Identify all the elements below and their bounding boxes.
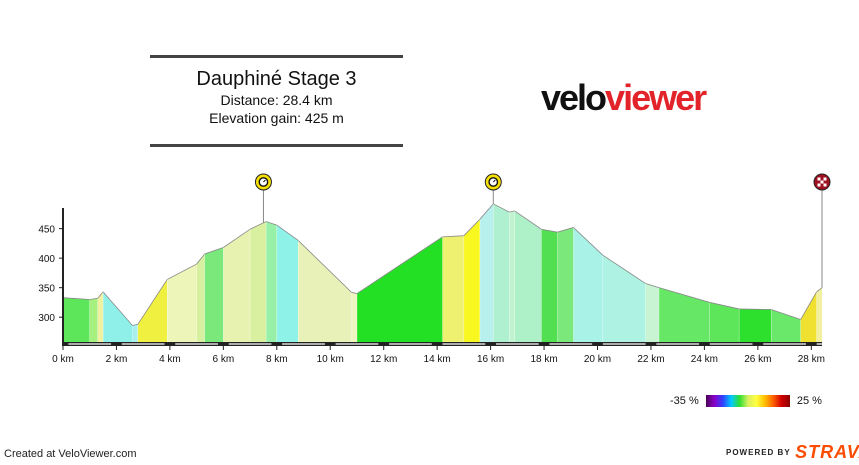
powered-by-strava[interactable]: POWERED BY STRAVA <box>726 442 859 463</box>
profile-segment <box>167 264 197 342</box>
profile-segment <box>800 291 817 342</box>
profile-segment <box>463 219 480 342</box>
legend-max-label: 25 % <box>796 395 822 407</box>
x-tick-label: 12 km <box>370 354 397 365</box>
x-tick-label: 0 km <box>52 354 74 365</box>
profile-segment <box>250 221 267 342</box>
x-tick-label: 4 km <box>159 354 181 365</box>
flag-check <box>817 177 821 181</box>
x-tick-label: 28 km <box>798 354 825 365</box>
logo-viewer: viewer <box>605 77 707 118</box>
flag-check <box>820 180 824 184</box>
y-tick-label: 350 <box>38 284 55 295</box>
profile-segment <box>223 229 251 342</box>
x-tick-label: 16 km <box>477 354 504 365</box>
profile-segment <box>479 203 494 342</box>
profile-segment <box>204 247 224 342</box>
profile-segment <box>196 254 205 342</box>
x-tick-label: 10 km <box>317 354 344 365</box>
profile-segment <box>509 210 515 342</box>
x-tick-label: 8 km <box>266 354 288 365</box>
x-tick-label: 26 km <box>744 354 771 365</box>
chart-title: Dauphiné Stage 3 <box>196 68 357 90</box>
stopwatch-hand <box>492 179 496 183</box>
flag-check <box>823 177 827 181</box>
stopwatch-face <box>258 177 269 187</box>
profile-segment <box>709 302 740 342</box>
profile-segment <box>137 279 168 342</box>
profile-segment <box>771 309 801 342</box>
profile-segment <box>541 229 558 342</box>
distance-label: Distance: 28.4 km <box>220 92 333 108</box>
legend-min-label: -35 % <box>670 395 699 407</box>
x-tick-label: 18 km <box>530 354 557 365</box>
profile-segment <box>266 221 277 342</box>
x-tick-label: 20 km <box>584 354 611 365</box>
y-tick-label: 400 <box>38 254 55 265</box>
profile-segment <box>602 255 646 342</box>
profile-segment <box>557 227 574 342</box>
x-tick-label: 2 km <box>106 354 128 365</box>
created-at-link[interactable]: Created at VeloViewer.com <box>4 448 137 460</box>
gradient-legend: -35 % 25 % <box>670 395 822 408</box>
profile-segment <box>276 225 299 342</box>
y-tick-label: 450 <box>38 225 55 236</box>
profile-segment <box>89 298 98 342</box>
x-tick-label: 6 km <box>213 354 235 365</box>
profile-segment <box>645 283 659 342</box>
stopwatch-hand <box>263 179 266 183</box>
profile-segment <box>739 308 772 342</box>
veloviewer-logo[interactable]: veloviewer <box>541 77 707 118</box>
profile-segment <box>816 287 822 342</box>
strava-logo: STRAVA <box>795 442 859 462</box>
y-tick-label: 300 <box>38 313 55 324</box>
flag-check <box>817 183 821 187</box>
profile-segment <box>356 236 443 342</box>
logo-velo: velo <box>541 77 607 118</box>
profile-segment <box>132 324 138 342</box>
profile-segment <box>658 287 710 342</box>
x-tick-label: 14 km <box>424 354 451 365</box>
profile-segment <box>103 291 133 342</box>
profile-segment <box>514 210 542 342</box>
profile-segment <box>298 240 352 342</box>
profile-outline <box>62 203 823 326</box>
profile-segment <box>63 297 90 342</box>
stopwatch-face <box>488 177 499 187</box>
powered-by-label: POWERED BY <box>726 448 791 457</box>
elevation-gain-label: Elevation gain: 425 m <box>209 110 344 126</box>
profile-segment <box>442 235 464 342</box>
profile-segment <box>573 227 603 342</box>
gradient-color-bar <box>705 395 790 408</box>
x-tick-label: 24 km <box>691 354 718 365</box>
profile-segment <box>97 291 104 342</box>
title-box: Dauphiné Stage 3 Distance: 28.4 km Eleva… <box>150 55 403 147</box>
profile-segment <box>493 203 510 342</box>
profile-segment <box>351 292 357 342</box>
flag-check <box>823 183 827 187</box>
x-tick-label: 22 km <box>637 354 664 365</box>
